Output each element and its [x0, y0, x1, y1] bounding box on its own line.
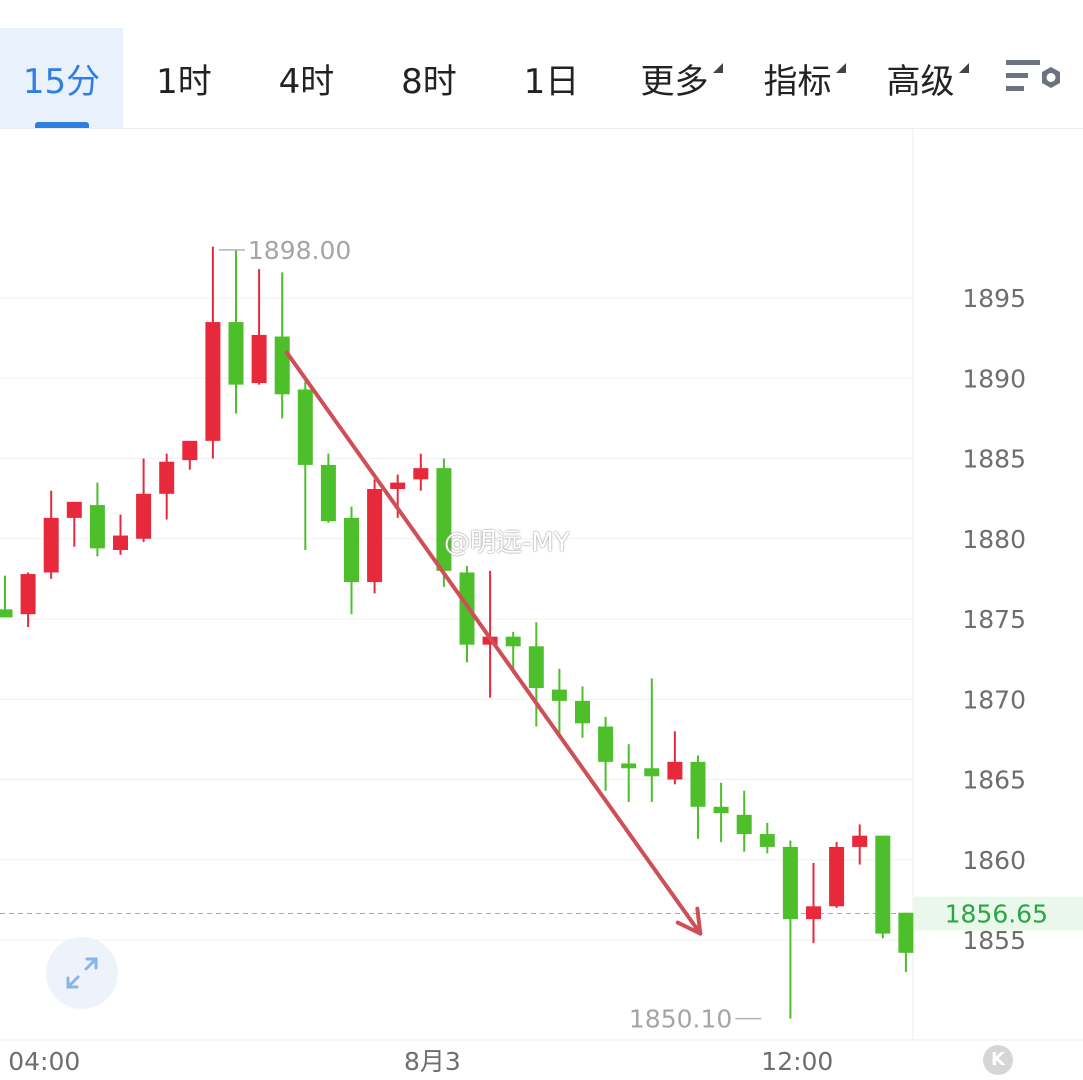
- candle-body: [852, 835, 868, 847]
- candle-body: [505, 636, 521, 647]
- candle-body: [690, 761, 706, 807]
- tab-2[interactable]: 4时: [245, 28, 368, 128]
- y-tick-label: 1855: [962, 926, 1026, 955]
- watermark: @明远-MY: [444, 528, 570, 558]
- candle-body: [806, 906, 821, 920]
- trend-arrow-head: [675, 906, 703, 936]
- candle-body: [367, 488, 383, 583]
- candle-body: [113, 535, 128, 550]
- candle-body: [182, 440, 198, 461]
- tab-7[interactable]: 高级: [859, 28, 982, 128]
- dropdown-caret-icon: [835, 62, 846, 73]
- x-tick-label: 04:00: [8, 1047, 80, 1076]
- candle-body: [89, 505, 105, 549]
- candle-body: [66, 501, 82, 518]
- y-tick-label: 1890: [962, 364, 1026, 393]
- tab-label: 15分: [22, 61, 101, 102]
- x-tick-label: 8月3: [404, 1047, 461, 1076]
- candle-body: [436, 468, 452, 571]
- candle-body: [390, 482, 406, 489]
- y-tick-label: 1860: [962, 846, 1026, 875]
- candle-body: [621, 763, 637, 769]
- active-tab-indicator: [35, 122, 89, 128]
- chart-settings-icon[interactable]: [1004, 56, 1060, 100]
- last-price-label: 1856.65: [945, 900, 1048, 929]
- candle-body: [136, 493, 152, 539]
- timeframe-toolbar: [0, 0, 1083, 128]
- y-tick-label: 1865: [962, 766, 1026, 795]
- candle-body: [575, 700, 590, 724]
- trend-arrow-line: [284, 350, 703, 936]
- candle-body: [251, 334, 267, 384]
- toolbar-divider: [0, 128, 1083, 129]
- candle-body: [205, 322, 221, 441]
- candle-body: [344, 517, 359, 583]
- dropdown-caret-icon: [958, 62, 969, 73]
- candle-body: [0, 609, 13, 618]
- y-tick-label: 1885: [962, 445, 1026, 474]
- tab-3[interactable]: 8时: [368, 28, 490, 128]
- expand-button[interactable]: [46, 937, 118, 1009]
- y-tick-label: 1895: [962, 284, 1026, 313]
- candle-body: [43, 517, 59, 573]
- candle-body: [20, 574, 36, 615]
- y-tick-label: 1880: [962, 525, 1026, 554]
- tab-label: 4时: [278, 61, 335, 102]
- candle-body: [736, 814, 752, 835]
- candle-body: [667, 761, 683, 780]
- low-marker-label: 1850.10: [629, 1005, 732, 1034]
- candle-body: [159, 461, 175, 494]
- dropdown-caret-icon: [712, 62, 723, 73]
- tab-label: 1时: [156, 61, 212, 102]
- candle-body: [782, 846, 798, 920]
- candle-body: [320, 464, 336, 522]
- high-marker-label: 1898.00: [248, 236, 351, 265]
- y-tick-label: 1875: [962, 605, 1026, 634]
- candle-body: [759, 834, 775, 847]
- tab-4[interactable]: 1日: [490, 28, 613, 128]
- tab-6[interactable]: 指标: [736, 28, 859, 128]
- scroll-to-latest-icon[interactable]: K: [983, 1045, 1013, 1075]
- tab-5[interactable]: 更多: [613, 28, 736, 128]
- x-tick-label: 12:00: [761, 1047, 833, 1076]
- candle-body: [598, 726, 614, 762]
- tab-1[interactable]: 1时: [123, 28, 245, 128]
- candle-body: [829, 846, 845, 907]
- tab-0[interactable]: 15分: [0, 28, 123, 128]
- candle-body: [528, 646, 544, 689]
- tab-label: 8时: [401, 61, 457, 102]
- last-price-box: [914, 896, 1083, 931]
- y-tick-label: 1870: [962, 685, 1026, 714]
- tab-label: 指标: [764, 54, 846, 103]
- candle-body: [551, 689, 567, 701]
- candle-body: [713, 806, 729, 814]
- tab-label: 更多: [641, 54, 723, 103]
- candle-body: [228, 322, 244, 385]
- tab-label: 1日: [523, 61, 580, 102]
- candle-body: [274, 336, 290, 395]
- candle-body: [875, 835, 891, 934]
- candle-body: [898, 912, 914, 953]
- candle-body: [644, 768, 660, 777]
- tab-label: 高级: [887, 54, 969, 103]
- candle-body: [297, 389, 313, 465]
- expand-icon: [66, 957, 98, 989]
- candle-body: [413, 468, 429, 480]
